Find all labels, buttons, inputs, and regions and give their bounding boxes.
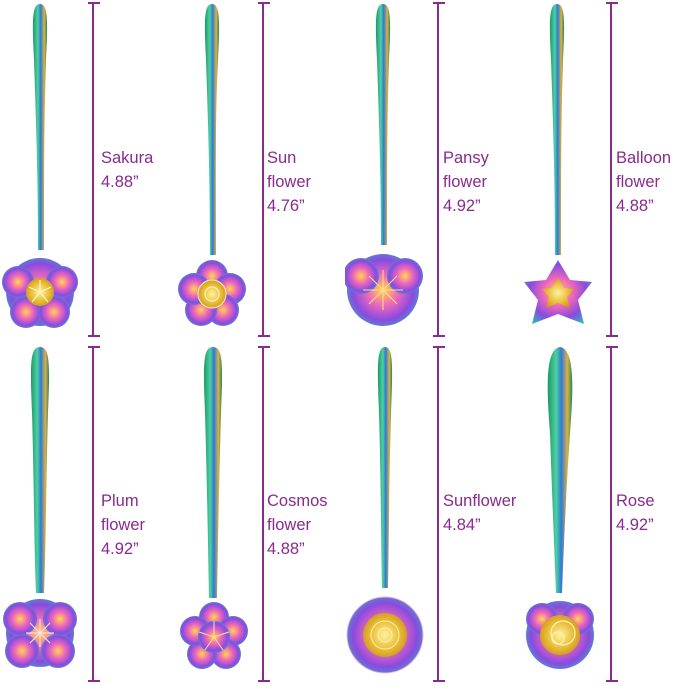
size-bracket	[433, 2, 451, 337]
spoon-item-sunflower: Sunflower 4.84”	[345, 343, 516, 686]
size-bracket	[433, 346, 451, 682]
label-line-1: Pansy	[443, 149, 489, 167]
spoon-item-rose: Rose 4.92”	[518, 343, 679, 686]
label-line-3: 4.88”	[616, 197, 654, 215]
sakura-spoon-image	[2, 4, 78, 328]
spoon-item-sakura: Sakura 4.88”	[0, 0, 170, 343]
rose-spoon-image	[526, 347, 594, 669]
label-line-2: flower	[267, 516, 312, 534]
label-line-2: flower	[101, 516, 146, 534]
balloon-spoon-image	[524, 4, 592, 324]
label-line-3: 4.76”	[267, 197, 305, 215]
size-bracket	[258, 2, 276, 337]
label-line-1: Balloon	[616, 149, 672, 167]
sun-flower-label: Sun flower 4.76”	[267, 146, 311, 218]
spoon-item-pansy: Pansy flower 4.92”	[345, 0, 515, 343]
pansy-label: Pansy flower 4.92”	[443, 146, 489, 218]
size-bracket	[88, 2, 106, 337]
label-line-1: Sakura	[101, 149, 154, 167]
label-line-3: 4.92”	[443, 197, 481, 215]
label-line-1: Plum	[101, 492, 139, 510]
spoon-item-balloon: Balloon flower 4.88”	[518, 0, 679, 343]
label-line-3: 4.88”	[267, 540, 305, 558]
label-line-2: flower	[443, 173, 488, 191]
label-line-1: Cosmos	[267, 492, 328, 510]
plum-spoon-image	[3, 347, 77, 668]
cosmos-label: Cosmos flower 4.88”	[267, 489, 328, 561]
cosmos-spoon-image	[180, 347, 248, 669]
label-line-2: 4.88”	[101, 173, 139, 191]
sun-flower-spoon-image	[178, 4, 246, 326]
label-line-1: Sunflower	[443, 492, 517, 510]
label-line-2: 4.84”	[443, 516, 481, 534]
label-line-1: Rose	[616, 492, 655, 510]
plum-label: Plum flower 4.92”	[101, 489, 145, 561]
label-line-2: flower	[267, 173, 312, 191]
sunflower-label: Sunflower 4.84”	[443, 489, 516, 537]
label-line-2: 4.92”	[616, 516, 654, 534]
size-bracket	[88, 346, 106, 682]
label-line-1: Sun	[267, 149, 297, 167]
size-bracket	[258, 346, 276, 682]
sakura-label: Sakura 4.88”	[101, 146, 153, 194]
spoon-item-sun-flower: Sun flower 4.76”	[170, 0, 340, 343]
pansy-spoon-image	[345, 4, 423, 326]
size-bracket	[606, 346, 624, 682]
label-line-2: flower	[616, 173, 661, 191]
balloon-label: Balloon flower 4.88”	[616, 146, 671, 218]
spoon-item-cosmos: Cosmos flower 4.88”	[170, 343, 340, 686]
sunflower-spoon-image	[346, 347, 424, 674]
label-line-3: 4.92”	[101, 540, 139, 558]
size-bracket	[606, 2, 624, 337]
rose-label: Rose 4.92”	[616, 489, 655, 537]
spoon-item-plum: Plum flower 4.92”	[0, 343, 170, 686]
